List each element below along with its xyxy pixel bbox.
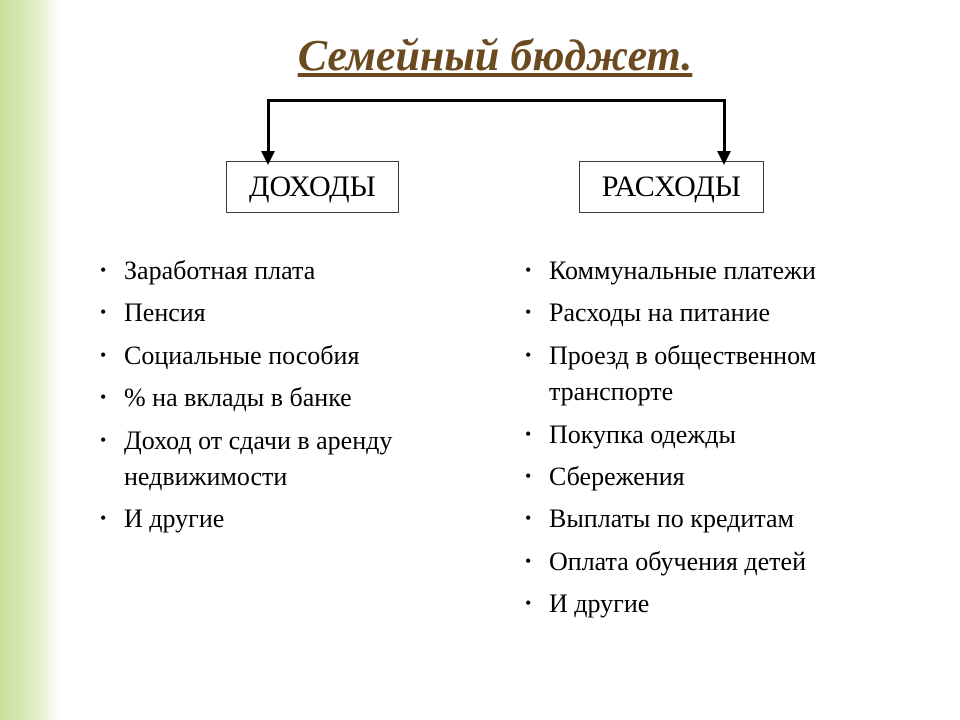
connector-right-arrow xyxy=(717,151,731,165)
connector-left-line xyxy=(267,99,270,151)
income-list: Заработная плата Пенсия Социальные пособ… xyxy=(100,253,475,538)
connector-top-line xyxy=(267,99,723,102)
list-item: Коммунальные платежи xyxy=(525,253,900,289)
list-item: Расходы на питание xyxy=(525,295,900,331)
page-title: Семейный бюджет. xyxy=(90,30,900,81)
connector-right-line xyxy=(723,99,726,151)
branch-box-income: ДОХОДЫ xyxy=(226,161,399,213)
column-income: Заработная плата Пенсия Социальные пособ… xyxy=(100,253,475,629)
list-item: % на вклады в банке xyxy=(100,380,475,416)
list-item: Проезд в общественном транспорте xyxy=(525,338,900,411)
branch-connector xyxy=(195,99,795,165)
list-item: Оплата обучения детей xyxy=(525,544,900,580)
branch-box-expense: РАСХОДЫ xyxy=(579,161,764,213)
expense-list: Коммунальные платежи Расходы на питание … xyxy=(525,253,900,623)
branch-row: ДОХОДЫ РАСХОДЫ xyxy=(90,161,900,213)
list-item: Выплаты по кредитам xyxy=(525,501,900,537)
list-item: И другие xyxy=(100,501,475,537)
list-item: Пенсия xyxy=(100,295,475,331)
slide: Семейный бюджет. ДОХОДЫ РАСХОДЫ Заработн… xyxy=(0,0,960,720)
list-item: Покупка одежды xyxy=(525,417,900,453)
list-item: И другие xyxy=(525,586,900,622)
list-item: Доход от сдачи в аренду недвижимости xyxy=(100,423,475,496)
list-item: Сбережения xyxy=(525,459,900,495)
columns: Заработная плата Пенсия Социальные пособ… xyxy=(90,253,900,629)
list-item: Заработная плата xyxy=(100,253,475,289)
connector-left-arrow xyxy=(261,151,275,165)
list-item: Социальные пособия xyxy=(100,338,475,374)
column-expense: Коммунальные платежи Расходы на питание … xyxy=(525,253,900,629)
